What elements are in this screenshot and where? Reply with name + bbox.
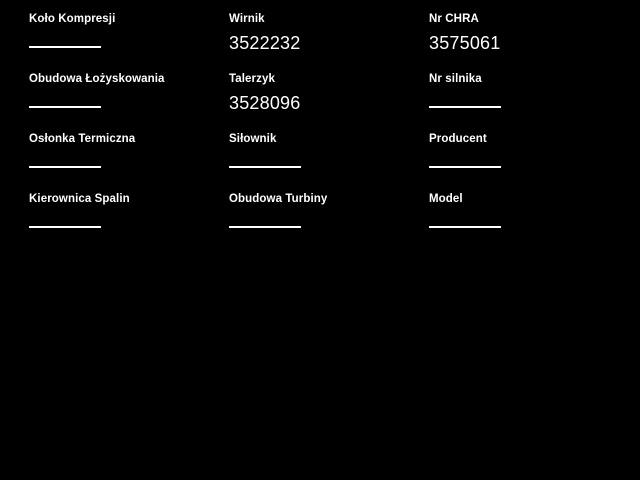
field-value-nr-chra: 3575061 xyxy=(429,33,501,53)
field-underline-oslonka-termiczna xyxy=(29,166,101,168)
field-underline-kierownica-spalin xyxy=(29,226,101,228)
field-silownik[interactable]: Siłownik xyxy=(229,132,419,192)
field-nr-silnika[interactable]: Nr silnika xyxy=(429,72,619,132)
field-underline-producent xyxy=(429,166,501,168)
field-obudowa-turbiny[interactable]: Obudowa Turbiny xyxy=(229,192,419,252)
field-model[interactable]: Model xyxy=(429,192,619,252)
field-underline-obudowa-lozyskowania xyxy=(29,106,101,108)
field-oslonka-termiczna[interactable]: Osłonka Termiczna xyxy=(29,132,219,192)
field-underline-nr-silnika xyxy=(429,106,501,108)
field-value-talerzyk: 3528096 xyxy=(229,93,301,113)
field-kierownica-spalin[interactable]: Kierownica Spalin xyxy=(29,192,219,252)
field-label-kolo-kompresji: Koło Kompresji xyxy=(29,13,116,25)
field-underline-silownik xyxy=(229,166,301,168)
field-label-wirnik: Wirnik xyxy=(229,13,265,25)
field-label-nr-chra: Nr CHRA xyxy=(429,13,479,25)
field-producent[interactable]: Producent xyxy=(429,132,619,192)
field-obudowa-lozyskowania[interactable]: Obudowa Łożyskowania xyxy=(29,72,219,132)
field-underline-model xyxy=(429,226,501,228)
field-label-silownik: Siłownik xyxy=(229,133,277,145)
field-wirnik[interactable]: Wirnik 3522232 xyxy=(229,12,419,72)
field-talerzyk[interactable]: Talerzyk 3528096 xyxy=(229,72,419,132)
field-label-model: Model xyxy=(429,193,463,205)
field-label-nr-silnika: Nr silnika xyxy=(429,73,482,85)
field-value-wirnik: 3522232 xyxy=(229,33,301,53)
field-label-obudowa-lozyskowania: Obudowa Łożyskowania xyxy=(29,73,165,85)
field-label-kierownica-spalin: Kierownica Spalin xyxy=(29,193,130,205)
field-label-producent: Producent xyxy=(429,133,487,145)
field-underline-kolo-kompresji xyxy=(29,46,101,48)
field-nr-chra[interactable]: Nr CHRA 3575061 xyxy=(429,12,619,72)
field-kolo-kompresji[interactable]: Koło Kompresji xyxy=(29,12,219,72)
field-label-talerzyk: Talerzyk xyxy=(229,73,275,85)
field-label-oslonka-termiczna: Osłonka Termiczna xyxy=(29,133,136,145)
field-label-obudowa-turbiny: Obudowa Turbiny xyxy=(229,193,328,205)
field-underline-obudowa-turbiny xyxy=(229,226,301,228)
